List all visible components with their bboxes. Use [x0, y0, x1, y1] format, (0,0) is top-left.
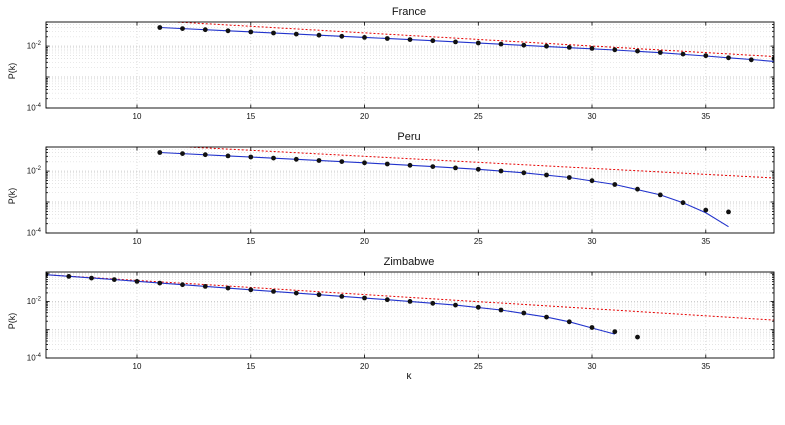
chart-title-france: France [391, 6, 427, 18]
svg-text:25: 25 [474, 237, 483, 246]
svg-text:30: 30 [588, 362, 597, 371]
svg-text:20: 20 [360, 237, 369, 246]
chart-zimbabwe: 10 15 20 25 30 35 10-2 10-4 [4, 269, 785, 373]
plot-row-france: P(k) 10 15 20 25 30 35 10-2 10-4 [0, 19, 785, 123]
svg-text:15: 15 [246, 237, 255, 246]
svg-text:35: 35 [701, 362, 710, 371]
plot-row-peru: P(k) 10 15 20 25 30 35 10-2 10-4 [0, 144, 785, 248]
svg-text:30: 30 [588, 112, 597, 121]
y-axis-label-peru: P(k) [7, 187, 17, 205]
svg-text:10-2: 10-2 [27, 41, 42, 51]
svg-text:10-2: 10-2 [27, 296, 42, 306]
svg-text:15: 15 [246, 112, 255, 121]
plot-row-zimbabwe: P(k) 10 15 20 25 30 35 10-2 10-4 [0, 269, 785, 373]
panel-zimbabwe: Zimbabwe P(k) 10 15 20 25 30 35 10-2 10-4 k [0, 255, 785, 382]
panel-peru: Peru P(k) 10 15 20 25 30 35 10-2 10-4 [0, 130, 785, 248]
svg-text:20: 20 [360, 362, 369, 371]
svg-text:10-4: 10-4 [27, 353, 42, 363]
svg-text:15: 15 [246, 362, 255, 371]
svg-text:25: 25 [474, 362, 483, 371]
svg-text:10-2: 10-2 [27, 166, 42, 176]
svg-text:10: 10 [133, 237, 142, 246]
svg-text:10: 10 [133, 362, 142, 371]
svg-text:10-4: 10-4 [27, 228, 42, 238]
y-axis-label-zimbabwe: P(k) [7, 312, 17, 330]
chart-france: 10 15 20 25 30 35 10-2 10-4 [4, 19, 785, 123]
chart-title-zimbabwe: Zimbabwe [383, 256, 435, 268]
y-axis-label-france: P(k) [7, 62, 17, 80]
svg-text:35: 35 [701, 237, 710, 246]
svg-text:10: 10 [133, 112, 142, 121]
chart-peru: 10 15 20 25 30 35 10-2 10-4 [4, 144, 785, 248]
panel-france: France P(k) 10 15 20 25 30 35 10-2 10-4 [0, 5, 785, 123]
svg-text:25: 25 [474, 112, 483, 121]
svg-text:10-4: 10-4 [27, 103, 42, 113]
chart-title-peru: Peru [397, 131, 421, 143]
x-axis-label: k [406, 371, 412, 382]
svg-text:20: 20 [360, 112, 369, 121]
svg-text:35: 35 [701, 112, 710, 121]
svg-text:30: 30 [588, 237, 597, 246]
